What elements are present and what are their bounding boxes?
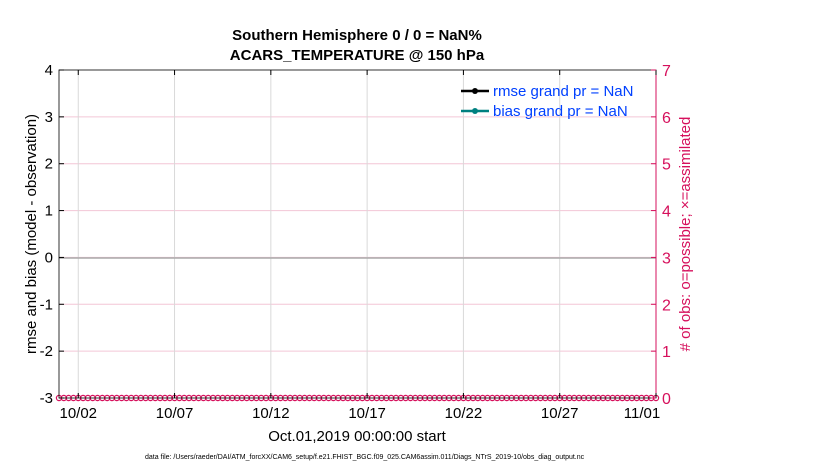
chart-title-line2: ACARS_TEMPERATURE @ 150 hPa <box>230 47 485 64</box>
y-tick-label: -3 <box>40 390 53 407</box>
x-tick-label: 10/12 <box>252 405 290 422</box>
x-axis-label: Oct.01,2019 00:00:00 start <box>268 428 446 445</box>
x-tick-label: 10/02 <box>59 405 97 422</box>
y-tick-label: 4 <box>45 62 53 79</box>
y-tick-label: 3 <box>45 109 53 126</box>
y-tick-label: 2 <box>45 156 53 173</box>
y-axis-label: rmse and bias (model - observation) <box>23 114 40 354</box>
y-tick-label: -1 <box>40 296 53 313</box>
y-tick-label: 1 <box>45 203 53 220</box>
y-tick-label: -2 <box>40 343 53 360</box>
legend-marker-rmse <box>472 88 478 94</box>
y2-tick-label: 0 <box>662 391 671 408</box>
y-tick-label: 0 <box>45 249 53 266</box>
x-tick-label: 10/27 <box>541 405 579 422</box>
legend-rmse: rmse grand pr = NaN <box>493 83 633 100</box>
x-tick-label: 10/07 <box>156 405 194 422</box>
footer-data-file: data file: /Users/raeder/DAI/ATM_forcXX/… <box>145 454 585 461</box>
chart-title-line1: Southern Hemisphere 0 / 0 = NaN% <box>232 27 482 44</box>
y2-tick-label: 5 <box>662 157 671 174</box>
x-tick-label: 11/01 <box>624 405 660 422</box>
y2-tick-label: 1 <box>662 344 671 361</box>
y2-tick-label: 3 <box>662 250 671 267</box>
y2-tick-label: 7 <box>662 63 671 80</box>
y2-axis-label: # of obs: o=possible; ×=assimilated <box>677 117 694 352</box>
x-tick-label: 10/17 <box>348 405 386 422</box>
legend-bias: bias grand pr = NaN <box>493 103 628 120</box>
x-tick-label: 10/22 <box>445 405 483 422</box>
y2-tick-label: 6 <box>662 110 671 127</box>
y2-tick-label: 4 <box>662 204 671 221</box>
y2-tick-label: 2 <box>662 297 671 314</box>
legend: rmse grand pr = NaN bias grand pr = NaN <box>461 83 633 120</box>
legend-marker-bias <box>472 108 478 114</box>
